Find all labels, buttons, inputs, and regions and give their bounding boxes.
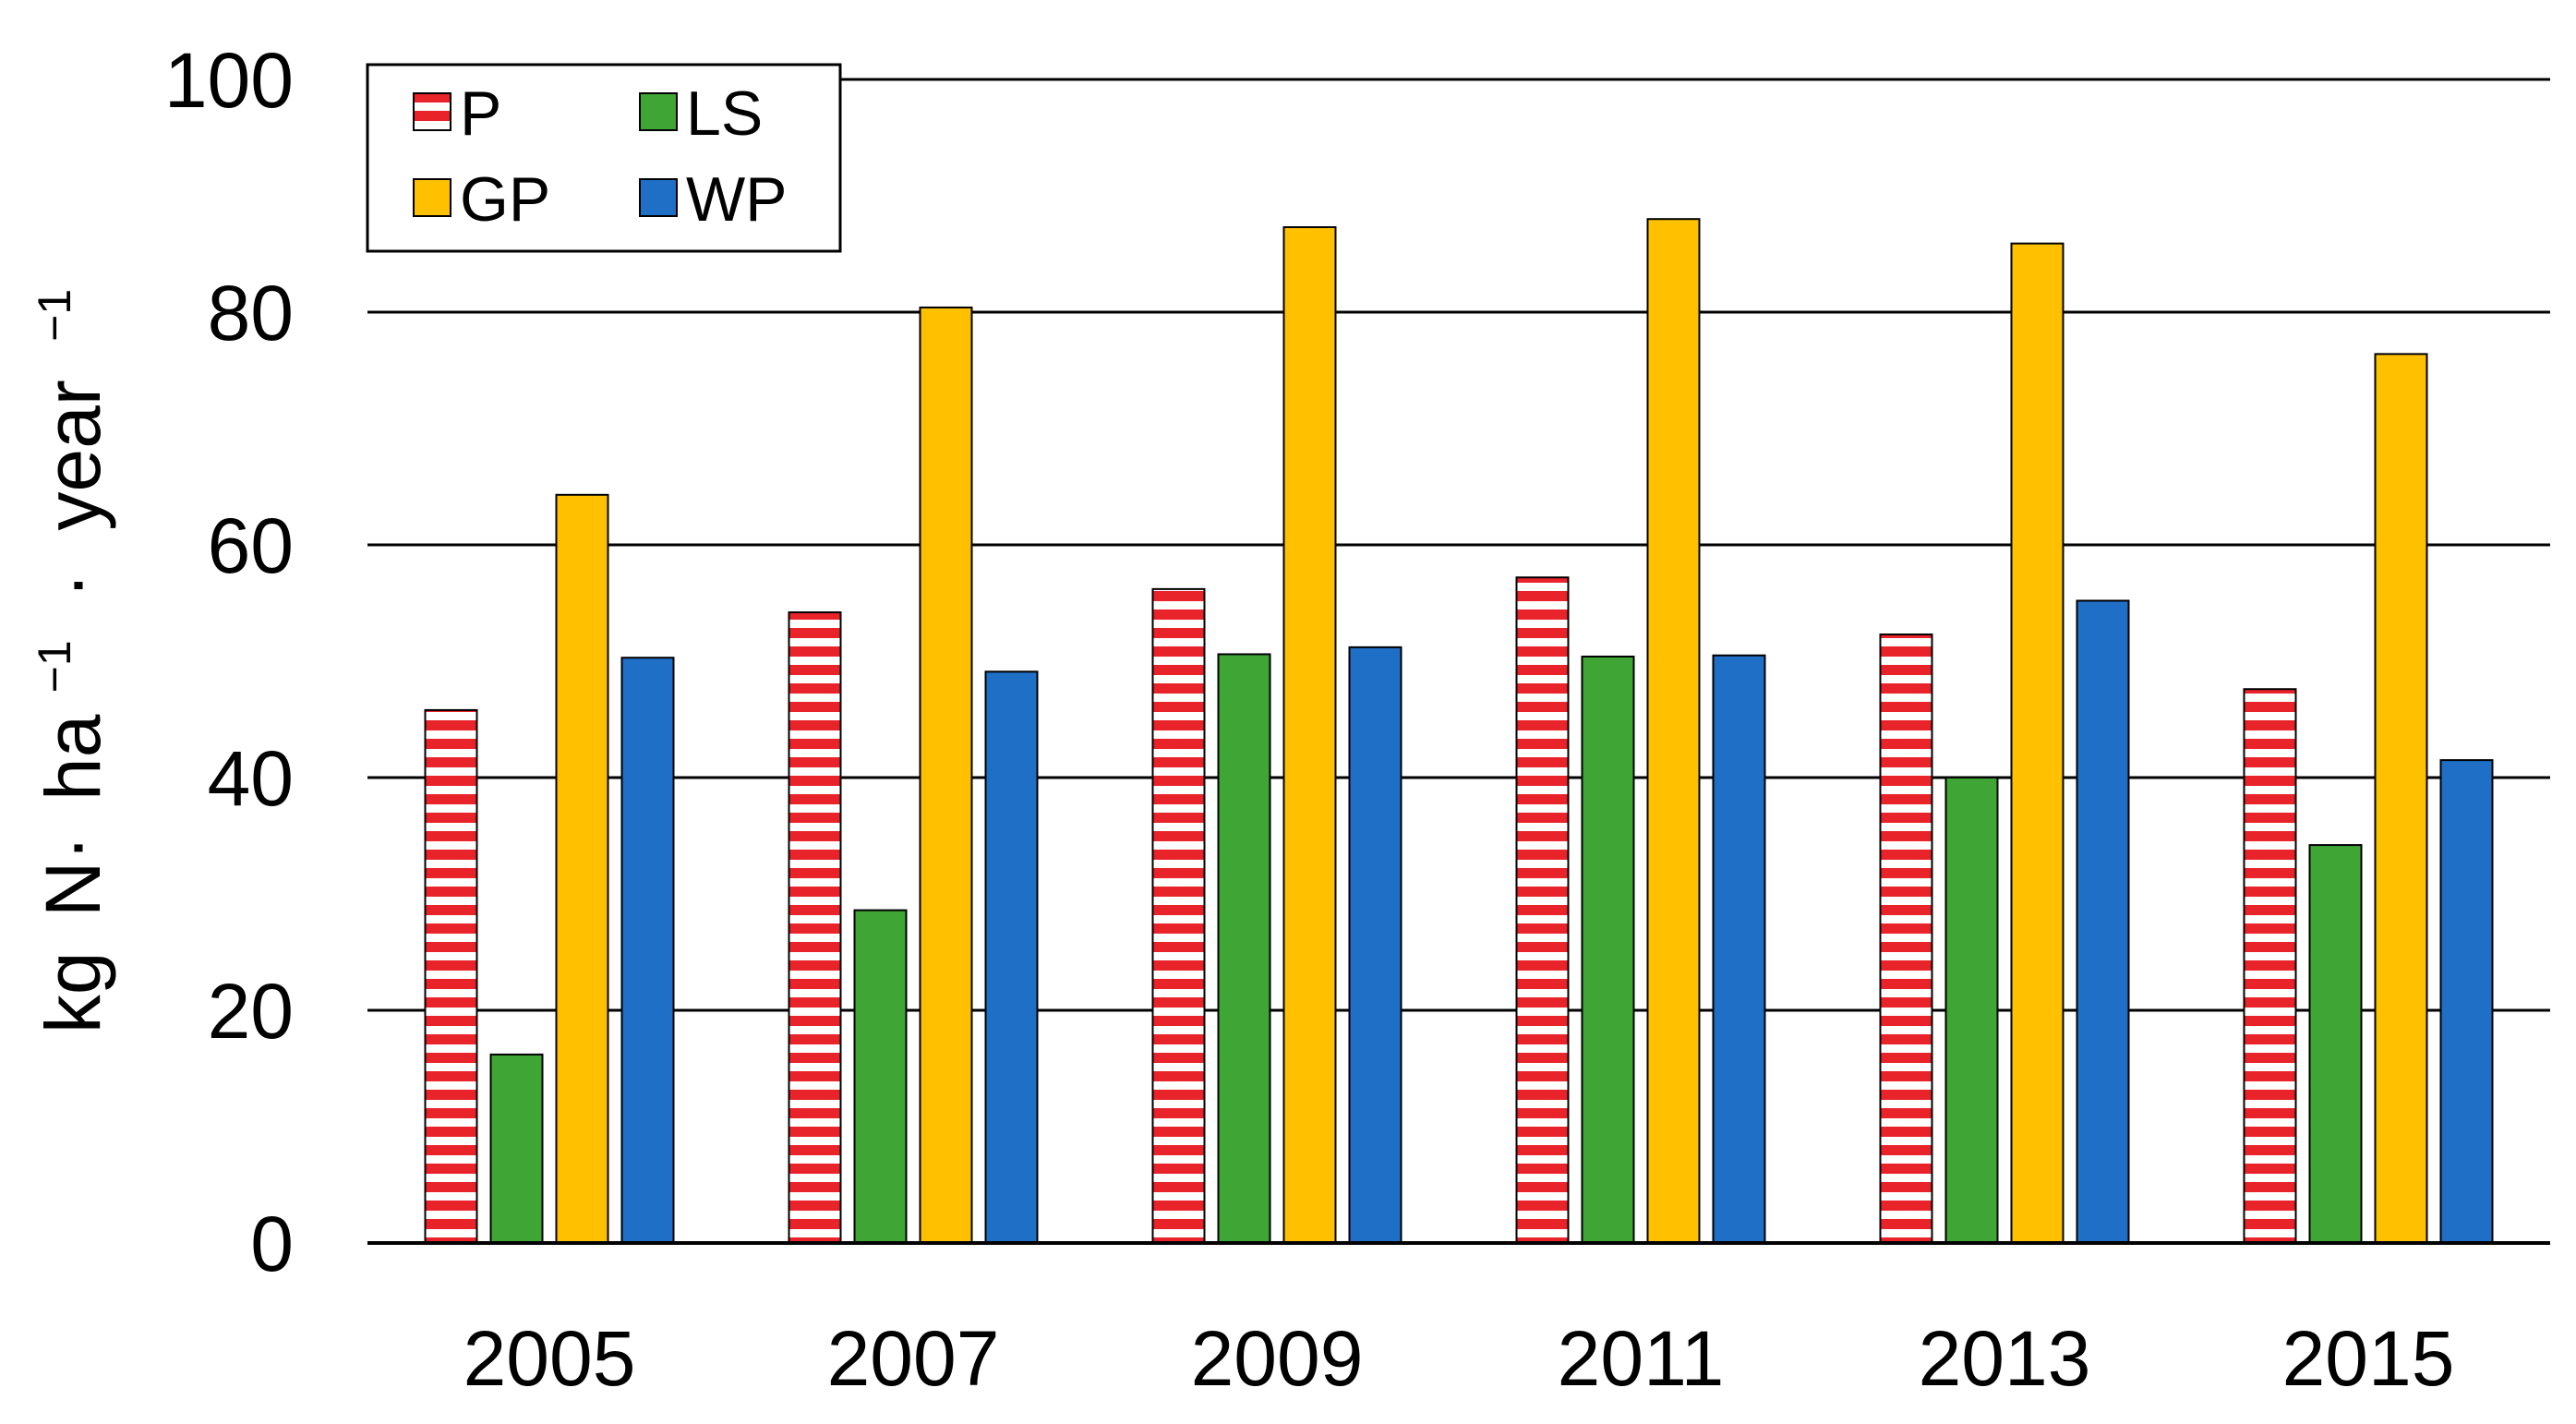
x-tick-label-2013: 2013 xyxy=(1919,1315,2091,1402)
y-tick-label-20: 20 xyxy=(208,968,294,1055)
bar-p-2013 xyxy=(1879,634,1933,1244)
x-tick-label-2011: 2011 xyxy=(1558,1315,1725,1402)
bar-gp-2015 xyxy=(2374,353,2428,1244)
legend-label-wp: WP xyxy=(686,164,788,235)
legend-label-p: P xyxy=(460,78,501,149)
bar-wp-2009 xyxy=(1348,646,1402,1244)
legend-swatch-ls xyxy=(639,92,678,131)
x-tick-label-2015: 2015 xyxy=(2282,1315,2455,1402)
legend-label-ls: LS xyxy=(686,78,763,149)
y-axis-title-year: year xyxy=(30,380,116,530)
bar-p-2005 xyxy=(424,708,478,1244)
y-axis-tick-labels: 0 20 40 60 80 100 xyxy=(164,37,294,1287)
bar-wp-2005 xyxy=(620,657,675,1244)
bar-ls-2007 xyxy=(853,909,908,1244)
y-axis-title-ha: ha xyxy=(30,714,116,801)
bar-gp-2009 xyxy=(1282,226,1337,1244)
y-axis-title: kg N· ha −1 · year −1 xyxy=(0,289,116,1033)
x-tick-label-2009: 2009 xyxy=(1191,1315,1364,1402)
bar-wp-2007 xyxy=(984,670,1039,1244)
y-axis-title-kg: kg xyxy=(30,951,116,1033)
x-tick-label-2005: 2005 xyxy=(463,1315,636,1402)
bar-ls-2015 xyxy=(2308,844,2363,1245)
bar-wp-2015 xyxy=(2439,759,2494,1244)
y-axis-title-n: N· xyxy=(30,835,116,917)
y-tick-label-80: 80 xyxy=(208,270,294,356)
bar-wp-2011 xyxy=(1712,654,1766,1244)
bar-gp-2013 xyxy=(2010,242,2064,1244)
legend-swatch-wp xyxy=(639,178,678,217)
y-axis-title-year-exponent: −1 xyxy=(29,289,80,342)
y-tick-label-40: 40 xyxy=(208,735,294,822)
y-tick-label-100: 100 xyxy=(164,37,294,124)
legend-swatch-gp xyxy=(413,178,451,217)
x-axis-tick-labels: 2005 2007 2009 2011 2013 2015 xyxy=(463,1315,2455,1402)
bar-gp-2005 xyxy=(555,493,609,1244)
legend-label-gp: GP xyxy=(460,164,550,235)
bar-p-2015 xyxy=(2243,688,2297,1244)
y-tick-label-0: 0 xyxy=(250,1201,294,1287)
bar-gp-2007 xyxy=(919,306,973,1244)
bar-p-2007 xyxy=(788,611,842,1244)
legend-swatch-p xyxy=(413,92,451,131)
bar-ls-2013 xyxy=(1944,777,1999,1244)
bars xyxy=(424,218,2494,1245)
y-axis-title-dot: · xyxy=(30,573,116,598)
y-axis-title-ha-exponent: −1 xyxy=(29,640,80,693)
bar-p-2011 xyxy=(1515,576,1570,1244)
x-tick-label-2007: 2007 xyxy=(827,1315,1000,1402)
bar-wp-2013 xyxy=(2076,599,2130,1244)
bar-gp-2011 xyxy=(1646,218,1701,1245)
bar-p-2009 xyxy=(1151,587,1206,1244)
bar-ls-2011 xyxy=(1581,655,1635,1244)
y-tick-label-60: 60 xyxy=(208,502,294,589)
legend: P LS GP WP xyxy=(366,63,842,253)
bar-ls-2009 xyxy=(1217,653,1271,1244)
bar-ls-2005 xyxy=(489,1053,544,1244)
